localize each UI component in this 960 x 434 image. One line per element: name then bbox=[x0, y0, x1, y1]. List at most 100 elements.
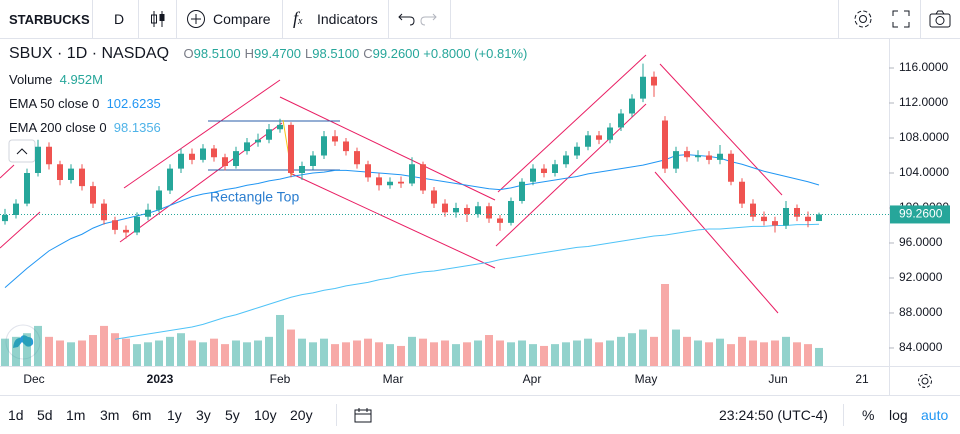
indicators-icon[interactable]: fx bbox=[293, 8, 303, 28]
legend-ohlc: O98.5100 H99.4700 L98.5100 C99.2600 bbox=[180, 46, 424, 61]
volume-bar bbox=[89, 335, 97, 366]
candle-body bbox=[387, 181, 393, 186]
y-tick-label: 108.0000 bbox=[899, 130, 949, 144]
indicators-button[interactable]: Indicators bbox=[317, 11, 378, 27]
candle-body bbox=[222, 157, 228, 166]
x-tick-label: May bbox=[635, 372, 658, 386]
candle-body bbox=[332, 136, 338, 142]
volume-bar bbox=[408, 336, 416, 366]
candle-body bbox=[772, 221, 778, 226]
snapshot-icon[interactable] bbox=[929, 9, 951, 29]
axis-settings-icon[interactable] bbox=[915, 371, 935, 391]
volume-bar bbox=[606, 340, 614, 366]
interval-button[interactable]: D bbox=[114, 11, 125, 27]
volume-bar bbox=[441, 340, 449, 366]
log-toggle[interactable]: log bbox=[889, 407, 908, 423]
candle-body bbox=[57, 164, 63, 180]
settings-icon[interactable] bbox=[852, 8, 874, 30]
candle-body bbox=[805, 216, 811, 222]
volume-bar bbox=[474, 340, 482, 366]
candle-body bbox=[431, 190, 437, 204]
chart-type-icon[interactable] bbox=[148, 9, 168, 29]
range-button[interactable]: 3m bbox=[100, 407, 120, 423]
volume-bar bbox=[672, 329, 680, 366]
candle-body bbox=[497, 218, 503, 223]
candle-body bbox=[24, 172, 30, 204]
range-button[interactable]: 10y bbox=[254, 407, 277, 423]
candle-body bbox=[739, 181, 745, 204]
last-price-label: 99.2600 bbox=[899, 207, 943, 221]
candle-body bbox=[2, 214, 8, 222]
y-tick-label: 96.0000 bbox=[899, 235, 943, 249]
x-tick-label: Mar bbox=[383, 372, 404, 386]
candle-body bbox=[310, 155, 316, 166]
candle-body bbox=[266, 129, 272, 140]
candle-body bbox=[816, 214, 822, 222]
y-tick-label: 116.0000 bbox=[899, 60, 948, 74]
ema-line bbox=[114, 223, 820, 340]
candle-body bbox=[244, 142, 250, 152]
candle-body bbox=[101, 203, 107, 221]
candle-body bbox=[233, 151, 239, 166]
candle-body bbox=[442, 203, 448, 213]
toolbar: STARBUCKS D Compare fx Indicators bbox=[0, 0, 960, 39]
x-tick-label: 21 bbox=[855, 372, 869, 386]
percent-toggle[interactable]: % bbox=[862, 407, 875, 423]
fullscreen-icon[interactable] bbox=[892, 10, 910, 28]
candle-body bbox=[376, 177, 382, 186]
y-tick-label: 112.0000 bbox=[899, 95, 948, 109]
range-button[interactable]: 20y bbox=[290, 407, 313, 423]
legend-ema50: EMA 50 close 0 102.6235 bbox=[9, 96, 161, 111]
indicator-value: 102.6235 bbox=[106, 96, 161, 111]
collapse-button[interactable] bbox=[8, 139, 36, 163]
indicator-name: EMA 200 close 0 bbox=[9, 120, 107, 135]
volume-bar bbox=[45, 336, 53, 366]
candle-body bbox=[640, 76, 646, 99]
candle-body bbox=[585, 135, 591, 147]
candle-body bbox=[574, 146, 580, 156]
compare-button[interactable]: Compare bbox=[213, 11, 271, 27]
candle-body bbox=[156, 190, 162, 210]
volume-bar bbox=[320, 338, 328, 366]
ohlc-value: 99.4700 bbox=[254, 46, 302, 61]
legend: SBUX · 1D · NASDAQ O98.5100 H99.4700 L98.5… bbox=[9, 45, 527, 63]
trend-line bbox=[289, 172, 496, 269]
volume-bar bbox=[749, 340, 757, 366]
range-button[interactable]: 1d bbox=[8, 407, 24, 423]
compare-icon[interactable] bbox=[186, 9, 206, 29]
candle-body bbox=[299, 165, 305, 173]
candle-body bbox=[211, 148, 217, 158]
range-button[interactable]: 5d bbox=[37, 407, 53, 423]
volume-bar bbox=[617, 336, 625, 366]
volume-bar bbox=[551, 344, 559, 366]
volume-bar bbox=[705, 342, 713, 366]
volume-bar bbox=[562, 342, 570, 366]
symbol-input[interactable]: STARBUCKS bbox=[9, 12, 90, 27]
y-tick-label: 104.0000 bbox=[899, 165, 949, 179]
range-button[interactable]: 1m bbox=[66, 407, 86, 423]
range-button[interactable]: 1y bbox=[167, 407, 182, 423]
candle-body bbox=[277, 124, 283, 130]
volume-bar bbox=[628, 333, 636, 366]
auto-toggle[interactable]: auto bbox=[921, 407, 949, 423]
candle-body bbox=[453, 207, 459, 213]
range-button[interactable]: 5y bbox=[225, 407, 240, 423]
indicator-value: 4.952M bbox=[59, 72, 103, 87]
range-button[interactable]: 3y bbox=[196, 407, 211, 423]
volume-bar bbox=[760, 342, 768, 366]
candle-body bbox=[134, 216, 140, 233]
volume-bar bbox=[364, 338, 372, 366]
range-button[interactable]: 6m bbox=[132, 407, 152, 423]
ohlc-key: C bbox=[363, 46, 373, 61]
volume-bar bbox=[12, 336, 20, 366]
candle-body bbox=[662, 120, 668, 169]
date-range-icon[interactable] bbox=[354, 407, 372, 423]
volume-bar bbox=[122, 338, 130, 366]
candle-body bbox=[629, 98, 635, 114]
annotation: Rectangle Top bbox=[210, 189, 299, 205]
trend-line bbox=[0, 164, 15, 179]
x-tick-label: Jun bbox=[768, 372, 787, 386]
undo-redo[interactable] bbox=[396, 11, 440, 27]
candle-body bbox=[508, 200, 514, 223]
